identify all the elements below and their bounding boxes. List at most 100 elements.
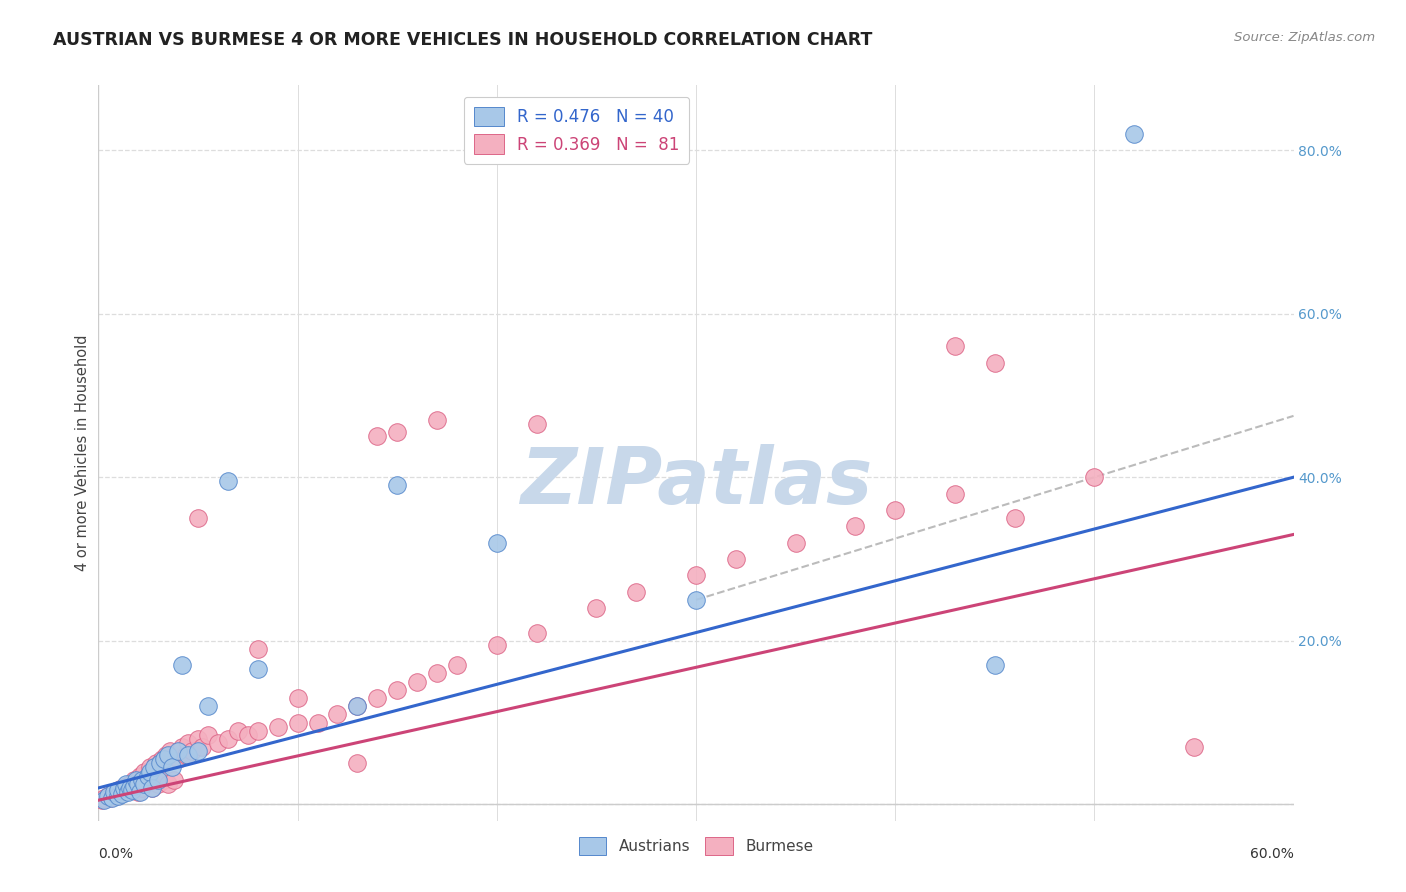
Point [187, 511, 209, 525]
Point [1182, 740, 1205, 755]
Point [97, 789, 120, 804]
Point [103, 785, 125, 799]
Point [105, 789, 128, 804]
Point [141, 780, 163, 795]
Point [121, 780, 143, 795]
Point [217, 731, 239, 746]
Point [326, 707, 349, 722]
Point [111, 788, 134, 802]
Point [129, 769, 152, 783]
Point [984, 356, 1007, 370]
Point [346, 756, 368, 771]
Point [526, 417, 548, 431]
Point [117, 785, 139, 799]
Point [485, 535, 508, 549]
Point [207, 736, 229, 750]
Point [97, 789, 120, 804]
Point [236, 728, 259, 742]
Point [157, 748, 180, 763]
Point [446, 658, 468, 673]
Point [153, 752, 176, 766]
Point [103, 785, 125, 799]
Point [117, 782, 139, 797]
Point [187, 731, 209, 746]
Point [157, 777, 180, 791]
Point [107, 782, 129, 797]
Point [197, 699, 219, 714]
Point [136, 772, 159, 787]
Text: 60.0%: 60.0% [1250, 847, 1294, 861]
Point [131, 780, 153, 795]
Point [145, 756, 167, 771]
Point [148, 777, 170, 791]
Point [191, 740, 214, 755]
Point [172, 740, 194, 755]
Point [131, 772, 153, 787]
Point [159, 744, 181, 758]
Point [984, 658, 1007, 673]
Point [112, 785, 135, 799]
Point [267, 720, 290, 734]
Point [366, 429, 388, 443]
Point [101, 788, 124, 802]
Point [187, 744, 209, 758]
Point [169, 744, 191, 758]
Point [111, 780, 134, 795]
Point [626, 584, 648, 599]
Legend: Austrians, Burmese: Austrians, Burmese [572, 831, 820, 861]
Point [217, 475, 239, 489]
Point [110, 788, 132, 802]
Y-axis label: 4 or more Vehicles in Household: 4 or more Vehicles in Household [75, 334, 90, 571]
Point [155, 748, 177, 763]
Point [149, 756, 172, 771]
Point [943, 339, 966, 353]
Point [177, 736, 200, 750]
Point [125, 772, 148, 787]
Point [246, 642, 269, 657]
Point [585, 601, 607, 615]
Point [385, 682, 409, 697]
Point [139, 760, 162, 774]
Point [107, 782, 129, 797]
Point [385, 425, 409, 440]
Point [139, 764, 162, 779]
Point [120, 777, 142, 791]
Point [148, 772, 170, 787]
Point [1083, 470, 1105, 484]
Point [526, 625, 548, 640]
Point [181, 744, 204, 758]
Point [485, 638, 508, 652]
Point [93, 790, 115, 805]
Point [143, 760, 166, 774]
Point [685, 568, 707, 582]
Point [93, 793, 115, 807]
Point [172, 658, 194, 673]
Point [91, 793, 114, 807]
Point [226, 723, 249, 738]
Point [1004, 511, 1026, 525]
Point [115, 780, 138, 794]
Point [197, 728, 219, 742]
Point [125, 777, 148, 791]
Point [385, 478, 409, 492]
Point [107, 789, 129, 804]
Point [246, 662, 269, 676]
Point [150, 752, 173, 766]
Point [246, 723, 269, 738]
Point [307, 715, 329, 730]
Point [153, 772, 176, 787]
Point [98, 790, 122, 805]
Text: ZIPatlas: ZIPatlas [520, 444, 872, 520]
Point [174, 748, 197, 763]
Point [724, 552, 747, 566]
Point [785, 535, 807, 549]
Point [167, 744, 190, 758]
Point [101, 790, 124, 805]
Point [134, 777, 156, 791]
Point [884, 503, 907, 517]
Point [163, 772, 186, 787]
Point [120, 780, 142, 795]
Point [134, 764, 156, 779]
Point [426, 413, 449, 427]
Point [406, 674, 429, 689]
